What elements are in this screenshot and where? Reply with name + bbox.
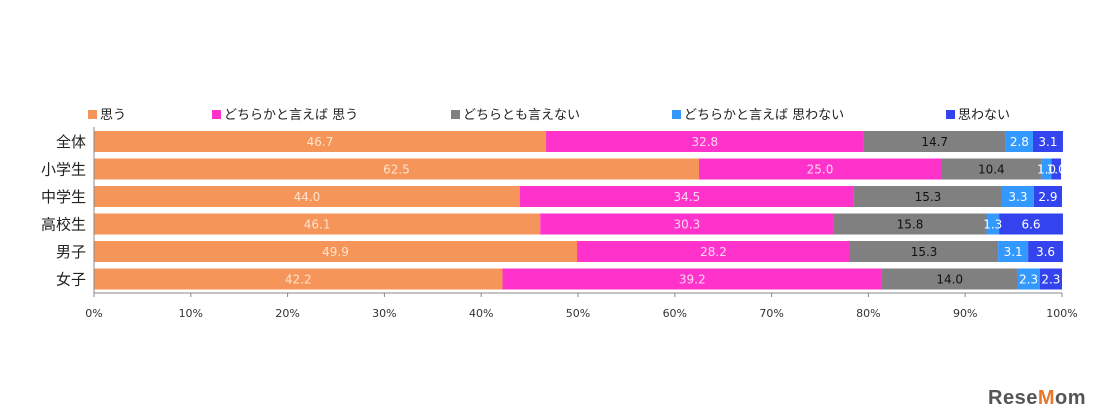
data-label: 30.3 bbox=[674, 218, 701, 232]
bar-segment bbox=[699, 158, 941, 180]
bar-segment bbox=[1039, 268, 1062, 290]
bar-segment bbox=[999, 213, 1063, 235]
logo-text-o: M bbox=[1037, 387, 1055, 409]
x-tick-label: 50% bbox=[566, 307, 590, 320]
data-label: 3.3 bbox=[1008, 190, 1027, 204]
x-tick-label: 60% bbox=[663, 307, 687, 320]
bar-area: 46.7 32.8 14.7 2.8 3.1 62.5 25.0 10.4 1.01.0 44.0… bbox=[94, 131, 1066, 290]
x-tick-label: 40% bbox=[469, 307, 493, 320]
bar-segment bbox=[94, 131, 547, 152]
data-label: 14.0 bbox=[936, 273, 963, 287]
bar-segment bbox=[881, 268, 1018, 290]
bar-segment bbox=[502, 268, 882, 290]
x-tick-label: 100% bbox=[1046, 307, 1077, 320]
bar-segment bbox=[1033, 186, 1062, 207]
legend-swatch bbox=[672, 110, 681, 119]
data-label: 2.3 bbox=[1041, 273, 1060, 287]
category-label: 高校生 bbox=[41, 216, 86, 234]
bar-segment bbox=[546, 131, 864, 152]
bar-segment bbox=[863, 131, 1006, 152]
data-label: 1.0 bbox=[1037, 163, 1056, 177]
bar-segment bbox=[1028, 241, 1063, 262]
bar-segment bbox=[577, 241, 851, 262]
x-tick-label: 80% bbox=[856, 307, 880, 320]
data-label: 2.3 bbox=[1019, 273, 1038, 287]
legend-label: どちらかと言えば 思わない bbox=[684, 108, 844, 123]
data-label: 44.0 bbox=[294, 190, 321, 204]
x-tick-label: 30% bbox=[372, 307, 396, 320]
data-label: 1.0 bbox=[1047, 163, 1066, 177]
data-label: 15.8 bbox=[897, 218, 924, 232]
data-label: 2.8 bbox=[1010, 135, 1029, 149]
legend-swatch bbox=[946, 110, 955, 119]
data-label: 46.7 bbox=[307, 135, 334, 149]
bar-segment bbox=[94, 158, 699, 180]
data-label: 10.4 bbox=[978, 163, 1005, 177]
bar-segment bbox=[833, 213, 987, 235]
chart-legend: 思う どちらかと言えば 思う どちらとも言えない どちらかと言えば 思わない 思わない bbox=[88, 108, 1010, 123]
x-tick-label: 70% bbox=[759, 307, 783, 320]
bar-segment bbox=[1001, 186, 1034, 207]
data-label: 15.3 bbox=[915, 190, 942, 204]
x-axis: 0% 10% 20% 30% 40% 50% 60% 70% 80% 90% 100% bbox=[85, 127, 1078, 320]
bar-segment bbox=[540, 213, 834, 235]
resemom-logo: ReseMom bbox=[988, 387, 1086, 410]
data-label: 49.9 bbox=[322, 245, 349, 259]
data-label: 28.2 bbox=[700, 245, 727, 259]
bar-segment bbox=[94, 186, 520, 207]
x-tick-label: 90% bbox=[953, 307, 977, 320]
bar-segment bbox=[94, 268, 503, 290]
legend-swatch bbox=[88, 110, 97, 119]
data-label: 15.3 bbox=[911, 245, 938, 259]
data-label: 3.1 bbox=[1038, 135, 1057, 149]
category-label: 小学生 bbox=[41, 161, 86, 179]
data-label: 42.2 bbox=[285, 273, 312, 287]
data-label: 46.1 bbox=[304, 218, 331, 232]
x-tick-label: 20% bbox=[275, 307, 299, 320]
logo-text-post: om bbox=[1055, 387, 1086, 409]
bar-segment bbox=[94, 241, 578, 262]
legend-label: 思わない bbox=[958, 108, 1010, 123]
bar-segment bbox=[850, 241, 999, 262]
category-label: 男子 bbox=[56, 243, 86, 261]
bar-segment bbox=[94, 213, 541, 235]
data-label: 14.7 bbox=[921, 135, 948, 149]
bar-segment bbox=[1005, 131, 1033, 152]
x-tick-label: 0% bbox=[85, 307, 102, 320]
legend-swatch bbox=[212, 110, 221, 119]
data-label: 3.6 bbox=[1036, 245, 1055, 259]
bar-segment bbox=[998, 241, 1029, 262]
data-label: 1.3 bbox=[983, 218, 1002, 232]
category-label: 女子 bbox=[56, 271, 86, 289]
data-label: 34.5 bbox=[674, 190, 701, 204]
bar-segment bbox=[1051, 158, 1062, 180]
data-label: 62.5 bbox=[383, 163, 410, 177]
legend-label: どちらかと言えば 思う bbox=[224, 108, 358, 123]
logo-text-pre: Rese bbox=[988, 387, 1038, 409]
bar-segment bbox=[853, 186, 1002, 207]
x-tick-label: 10% bbox=[179, 307, 203, 320]
bar-segment bbox=[1017, 268, 1040, 290]
data-label: 6.6 bbox=[1021, 218, 1040, 232]
bar-segment bbox=[1041, 158, 1052, 180]
category-label: 中学生 bbox=[41, 188, 86, 206]
bar-segment bbox=[941, 158, 1042, 180]
data-label: 32.8 bbox=[691, 135, 718, 149]
data-label: 25.0 bbox=[807, 163, 834, 177]
legend-swatch bbox=[451, 110, 460, 119]
data-label: 3.1 bbox=[1004, 245, 1023, 259]
legend-label: 思う bbox=[100, 108, 126, 123]
data-label: 39.2 bbox=[679, 273, 706, 287]
category-label: 全体 bbox=[56, 133, 86, 151]
legend-label: どちらとも言えない bbox=[463, 108, 580, 123]
bar-segment bbox=[519, 186, 854, 207]
bar-segment bbox=[1032, 131, 1063, 152]
data-label: 2.9 bbox=[1038, 190, 1057, 204]
bar-segment bbox=[986, 213, 1000, 235]
